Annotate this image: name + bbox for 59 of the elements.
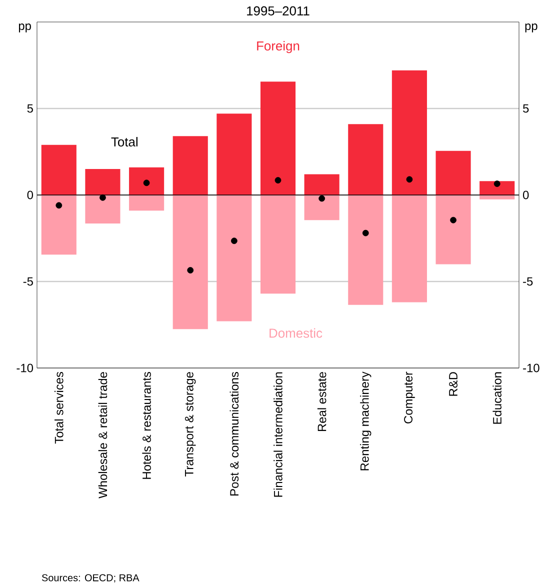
bar xyxy=(129,194,164,211)
bar xyxy=(260,82,296,195)
bar xyxy=(172,194,208,330)
bar xyxy=(85,194,120,224)
series-label: Domestic xyxy=(270,328,322,338)
bar xyxy=(348,124,384,195)
bar xyxy=(304,174,340,195)
point xyxy=(362,230,369,236)
bar xyxy=(348,194,384,305)
point xyxy=(100,194,106,201)
bar xyxy=(392,70,427,195)
x-tick-label: Hotels & restaurants xyxy=(142,372,151,479)
y2-tick-label: -5 xyxy=(523,277,533,286)
text: Total xyxy=(111,136,138,146)
bar xyxy=(436,194,471,264)
y-axis-title: pp xyxy=(18,24,31,32)
bar xyxy=(129,167,164,195)
x-tick-label: R&D xyxy=(449,372,458,396)
y-tick-label: 5 xyxy=(27,104,33,113)
x-tick-label: Post & communications xyxy=(230,372,239,496)
bar xyxy=(41,194,76,255)
bar xyxy=(172,136,208,195)
y2-tick-label: 5 xyxy=(523,104,529,113)
bar xyxy=(480,194,515,200)
bar xyxy=(304,194,340,220)
bar xyxy=(216,114,252,195)
y2-tick-label: -10 xyxy=(523,364,540,372)
point xyxy=(274,177,282,184)
x-tick-label: Financial intermediation xyxy=(274,372,282,497)
text: Foreign xyxy=(257,40,300,54)
point xyxy=(450,216,456,224)
point xyxy=(143,180,150,186)
bar xyxy=(41,144,76,195)
y2-axis-title: pp xyxy=(525,24,538,32)
x-tick-label: Total services xyxy=(54,372,64,444)
bar xyxy=(392,194,427,302)
chart-title: 1995–2011 xyxy=(247,6,310,16)
x-tick-label: Education xyxy=(492,372,502,424)
bar xyxy=(436,150,471,195)
x-tick-label: Renting machinery xyxy=(360,372,372,470)
point xyxy=(230,238,238,244)
x-tick-label: Real estate xyxy=(317,372,326,432)
point xyxy=(56,202,62,209)
bar xyxy=(85,169,120,195)
bar xyxy=(480,181,515,195)
y-tick-label: -10 xyxy=(16,364,34,372)
y-tick-label: 0 xyxy=(27,190,34,200)
x-tick-label: Transport & storage xyxy=(184,372,196,476)
point xyxy=(187,267,194,274)
bar xyxy=(260,194,296,294)
point xyxy=(406,176,413,183)
point xyxy=(494,180,500,187)
source-note: Sources: OECD; RBA xyxy=(42,574,140,582)
x-tick-label: Computer xyxy=(404,372,415,424)
y2-tick-label: 0 xyxy=(522,190,529,200)
y-tick-label: -5 xyxy=(23,277,33,286)
x-tick-label: Wholesale & retail trade xyxy=(98,372,108,498)
bar xyxy=(216,194,252,322)
point xyxy=(318,195,326,202)
